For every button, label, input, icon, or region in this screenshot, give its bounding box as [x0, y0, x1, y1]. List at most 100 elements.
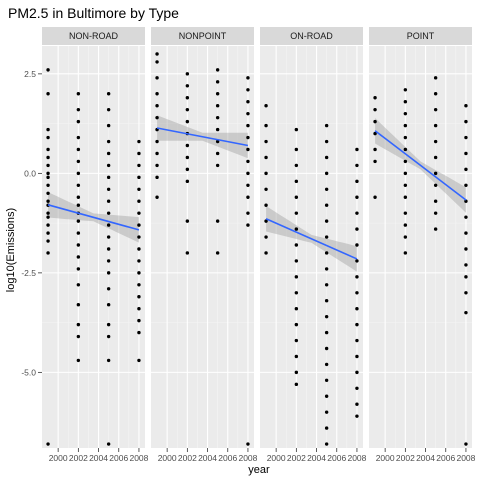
data-point: [215, 251, 220, 255]
data-point: [246, 183, 250, 188]
x-tick-label: 2006: [327, 453, 346, 463]
data-point: [106, 235, 111, 239]
x-tick-label: 2000: [376, 453, 395, 463]
data-point: [46, 191, 50, 195]
data-point: [464, 215, 468, 219]
x-tick-label: 2004: [89, 453, 108, 463]
data-point: [403, 183, 408, 188]
data-point: [215, 163, 220, 168]
data-point: [46, 223, 50, 227]
data-point: [76, 219, 81, 223]
data-point: [294, 195, 299, 199]
data-point: [106, 151, 111, 156]
data-point: [403, 111, 408, 116]
data-point: [246, 159, 250, 164]
data-point: [324, 394, 329, 398]
data-point: [324, 219, 329, 223]
data-point: [464, 167, 468, 172]
data-point: [76, 195, 81, 199]
data-point: [246, 76, 250, 80]
panel-background: [260, 46, 363, 448]
data-point: [155, 115, 159, 120]
data-point: [155, 195, 159, 199]
data-point: [294, 179, 299, 184]
data-point: [324, 346, 329, 351]
data-point: [403, 223, 408, 227]
data-point: [324, 299, 329, 303]
data-point: [403, 171, 408, 176]
data-point: [137, 271, 141, 275]
data-point: [433, 199, 438, 203]
data-point: [294, 275, 299, 279]
data-point: [185, 251, 190, 255]
data-point: [185, 219, 190, 223]
data-point: [324, 267, 329, 271]
data-point: [294, 163, 299, 168]
x-tick-label: 2002: [287, 453, 306, 463]
data-point: [106, 442, 111, 446]
data-point: [106, 163, 111, 168]
data-point: [355, 386, 359, 390]
x-tick-label: 2008: [456, 453, 475, 463]
data-point: [403, 135, 408, 140]
data-point: [355, 259, 359, 263]
data-point: [464, 151, 468, 156]
data-point: [403, 159, 408, 164]
y-tick-label: -2.5: [21, 268, 36, 278]
data-point: [355, 147, 359, 152]
data-point: [215, 115, 220, 120]
data-point: [137, 295, 141, 299]
data-point: [433, 139, 438, 144]
data-point: [137, 151, 141, 156]
data-point: [46, 68, 50, 72]
data-point: [246, 88, 250, 92]
data-point: [403, 147, 408, 152]
data-point: [155, 60, 159, 64]
data-point: [324, 139, 329, 144]
x-tick-label: 2002: [396, 453, 415, 463]
data-point: [215, 92, 220, 96]
x-tick-label: 2000: [158, 453, 177, 463]
data-point: [433, 123, 438, 128]
data-point: [185, 119, 190, 124]
data-point: [106, 187, 111, 191]
data-point: [46, 163, 50, 168]
y-tick-label: -5.0: [21, 367, 36, 377]
data-point: [246, 135, 250, 140]
facet-strip-label: NONPOINT: [179, 31, 227, 41]
data-point: [464, 442, 468, 446]
facet-strip-label: POINT: [407, 31, 435, 41]
data-point: [185, 155, 190, 160]
data-point: [264, 171, 268, 176]
data-point: [46, 135, 50, 140]
data-point: [155, 104, 159, 108]
data-point: [137, 139, 141, 144]
data-point: [137, 223, 141, 227]
data-point: [464, 310, 468, 315]
data-point: [137, 330, 141, 335]
data-point: [137, 283, 141, 287]
data-point: [185, 72, 190, 76]
data-point: [155, 175, 159, 180]
data-point: [76, 255, 81, 259]
data-point: [215, 139, 220, 144]
x-tick-label: 2002: [178, 453, 197, 463]
data-point: [324, 426, 329, 430]
facet-strip: [260, 27, 363, 45]
data-point: [324, 187, 329, 191]
data-point: [403, 211, 408, 215]
data-point: [373, 107, 377, 112]
data-point: [76, 183, 81, 188]
data-point: [246, 123, 250, 128]
data-point: [294, 370, 299, 375]
data-point: [433, 227, 438, 231]
data-point: [294, 382, 299, 387]
data-point: [294, 211, 299, 215]
data-point: [137, 358, 141, 363]
x-axis-title: year: [248, 464, 270, 476]
data-point: [464, 119, 468, 124]
data-point: [324, 314, 329, 319]
data-point: [46, 171, 50, 176]
